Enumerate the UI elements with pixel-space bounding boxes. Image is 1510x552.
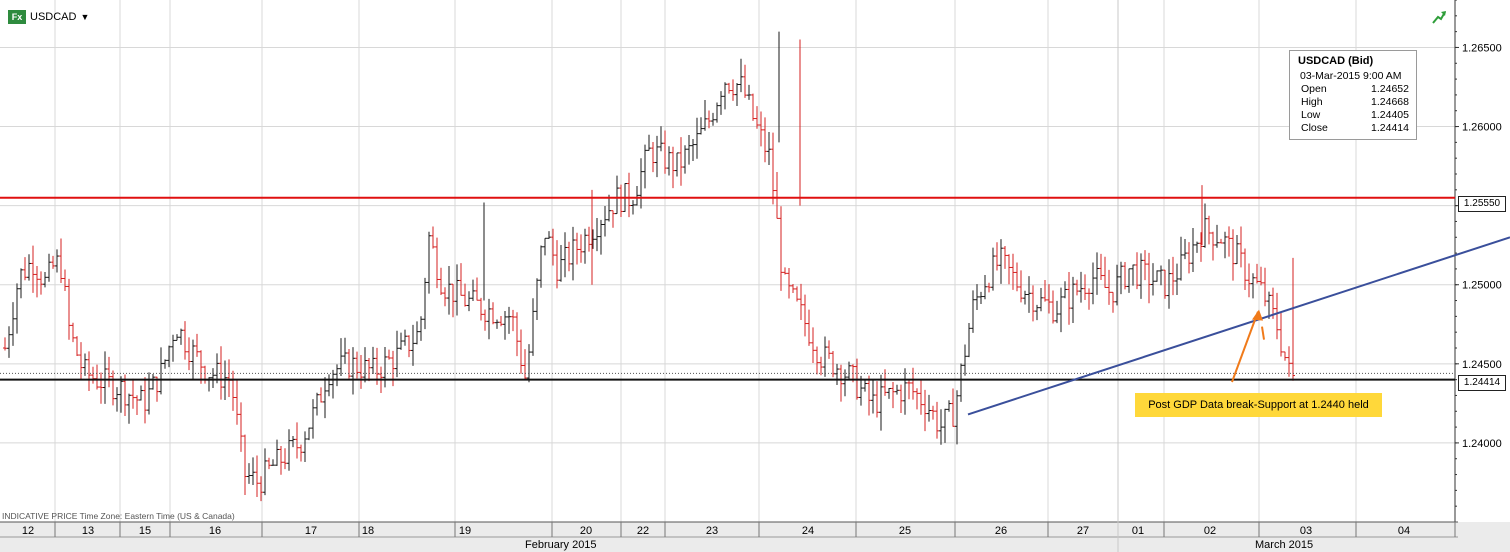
- y-tick-label: 1.25000: [1462, 280, 1502, 292]
- month-label-mar: March 2015: [1255, 539, 1314, 551]
- x-tick-label: 26: [995, 525, 1007, 537]
- resistance-price-tag: 1.25550: [1458, 196, 1506, 212]
- annotation-arrow: [1231, 311, 1259, 383]
- y-tick-label: 1.24500: [1462, 359, 1502, 371]
- ohlc-title: USDCAD (Bid): [1298, 55, 1374, 67]
- x-tick-label: 20: [580, 525, 592, 537]
- ohlc-value: 1.24414: [1371, 122, 1409, 134]
- annotation-arrowhead: [1252, 309, 1263, 321]
- y-tick-label: 1.26000: [1462, 122, 1502, 134]
- ohlc-value: 1.24668: [1371, 96, 1409, 108]
- x-tick-label: 03: [1300, 525, 1312, 537]
- annotation-callout: Post GDP Data break-Support at 1.2440 he…: [1135, 393, 1382, 417]
- x-tick-label: 24: [802, 525, 814, 537]
- annotation-arrow-tail: [1261, 326, 1265, 340]
- x-tick-label: 02: [1204, 525, 1216, 537]
- ohlc-value: 1.24405: [1371, 109, 1409, 121]
- ohlc-value: 1.24652: [1371, 83, 1409, 95]
- last-price-tag: 1.24414: [1458, 375, 1506, 391]
- symbol-label[interactable]: USDCAD: [30, 11, 77, 23]
- x-tick-label: 16: [209, 525, 221, 537]
- fx-badge-icon: Fx: [8, 10, 26, 24]
- x-tick-label: 19: [459, 525, 471, 537]
- x-tick-label: 17: [305, 525, 317, 537]
- x-tick-label: 23: [706, 525, 718, 537]
- x-tick-label: 12: [22, 525, 34, 537]
- ohlc-row: Open 1.24652: [1301, 83, 1409, 96]
- plot-area: [0, 0, 1455, 522]
- ohlc-row: Low 1.24405: [1301, 109, 1409, 122]
- ohlc-label: Open: [1301, 83, 1327, 95]
- x-tick-label: 18: [362, 525, 374, 537]
- symbol-header: Fx USDCAD ▼: [8, 8, 89, 26]
- ohlc-tooltip: USDCAD (Bid) 03-Mar-2015 9:00 AM Open 1.…: [1289, 50, 1417, 140]
- ohlc-label: Close: [1301, 122, 1328, 134]
- x-tick-label: 25: [899, 525, 911, 537]
- timezone-note: INDICATIVE PRICE Time Zone: Eastern Time…: [2, 511, 235, 521]
- y-tick-label: 1.26500: [1462, 42, 1502, 54]
- trendline: [967, 236, 1510, 416]
- x-tick-label: 27: [1077, 525, 1089, 537]
- ohlc-timestamp: 03-Mar-2015 9:00 AM: [1300, 70, 1402, 82]
- y-tick-label: 1.24000: [1462, 438, 1502, 450]
- ohlc-label: High: [1301, 96, 1323, 108]
- x-tick-label: 01: [1132, 525, 1144, 537]
- ohlc-label: Low: [1301, 109, 1321, 121]
- x-tick-label: 22: [637, 525, 649, 537]
- x-tick-label: 13: [82, 525, 94, 537]
- x-tick-label: 04: [1398, 525, 1410, 537]
- x-tick-label: 15: [139, 525, 151, 537]
- ohlc-row: Close 1.24414: [1301, 122, 1409, 135]
- month-label-feb: February 2015: [525, 539, 597, 551]
- ohlc-row: High 1.24668: [1301, 96, 1409, 109]
- trend-arrow-icon[interactable]: [1431, 9, 1447, 25]
- chevron-down-icon[interactable]: ▼: [80, 12, 90, 22]
